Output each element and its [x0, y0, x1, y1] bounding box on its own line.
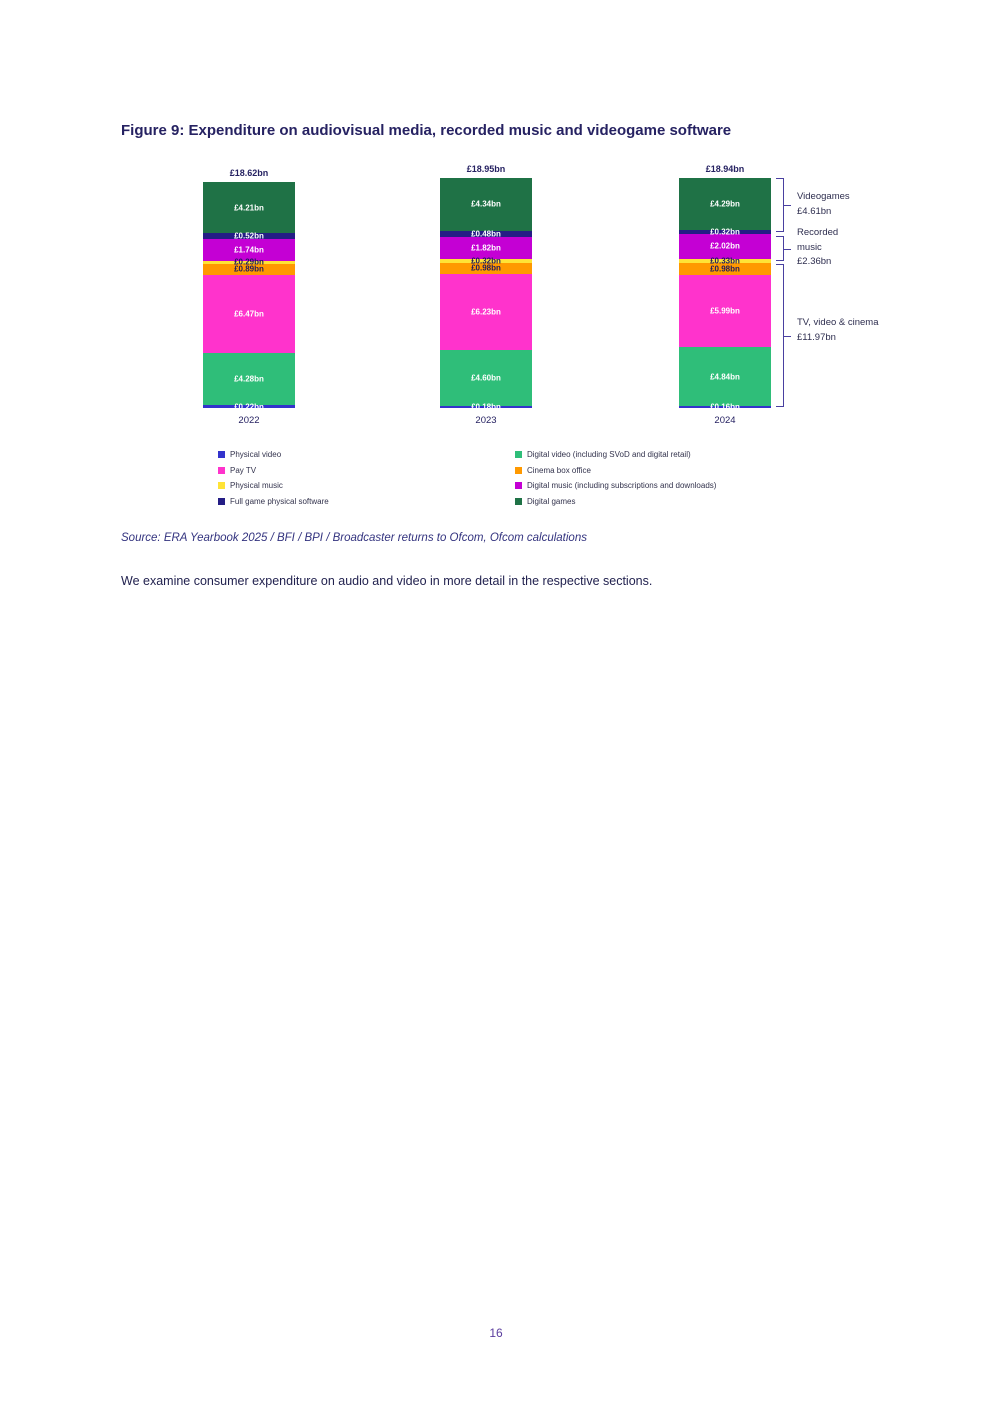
page-number: 16 — [489, 1326, 503, 1340]
bar-stack: £0.22bn £4.28bn £6.47bn £0.89bn £0.29bn £1.74… — [203, 182, 295, 411]
segment-value-label: £4.60bn — [471, 373, 501, 383]
annotation-label: Videogames — [797, 191, 850, 202]
legend-label: Physical video — [230, 450, 282, 460]
segment-value-label: £1.82bn — [471, 243, 501, 253]
segment-value-label: £5.99bn — [710, 306, 740, 316]
annotation-label: TV, video & cinema — [797, 317, 879, 328]
segment-value-label: £0.89bn — [234, 264, 264, 274]
bar-total-label: £18.62bn — [229, 168, 269, 179]
bar-column-2024: £18.94bn £0.16bn £4.84bn £5.99bn £0.98bn £0.3… — [679, 164, 771, 430]
bar-segment: £0.48bn — [440, 229, 532, 238]
body-paragraph: We examine consumer expenditure on audio… — [121, 574, 653, 588]
segment-value-label: £4.29bn — [710, 199, 740, 209]
bar-segment: £1.74bn — [203, 239, 295, 261]
bar-segment: £0.98bn — [679, 262, 771, 275]
bar-segment: £0.33bn — [679, 256, 771, 265]
bar-total-label: £18.94bn — [705, 164, 745, 175]
x-axis-year-label: 2023 — [475, 415, 497, 426]
x-axis-year-label: 2022 — [238, 415, 260, 426]
legend-label: Physical music — [230, 481, 283, 491]
bar-segment: £6.47bn — [203, 274, 295, 354]
segment-value-label: £1.74bn — [234, 245, 264, 255]
bar-segment: £4.34bn — [440, 178, 532, 231]
videogames-bracket — [776, 178, 791, 232]
segment-value-label: £4.21bn — [234, 203, 264, 213]
legend-item: Pay TV — [218, 463, 508, 479]
legend-item: Cinema box office — [515, 463, 845, 479]
tv-video-cinema-annotation: TV, video & cinema £11.97bn — [797, 316, 879, 345]
legend-left: Physical video Pay TV Physical music Full g… — [218, 447, 508, 509]
legend-item: Full game physical software — [218, 494, 508, 510]
bar-stack: £0.16bn £4.84bn £5.99bn £0.98bn £0.33bn £2.02… — [679, 178, 771, 412]
x-axis-year-label: 2024 — [714, 415, 736, 426]
annotation-label: Recorded music — [797, 227, 839, 253]
legend-right: Digital video (including SVoD and digita… — [515, 447, 845, 509]
segment-value-label: £6.23bn — [471, 307, 501, 317]
segment-value-label: £6.47bn — [234, 309, 264, 319]
stacked-bar-chart: £18.62bn £0.22bn £4.28bn £6.47bn £0.89bn £0.2… — [0, 150, 992, 430]
bar-stack: £0.18bn £4.60bn £6.23bn £0.98bn £0.32bn £1.82… — [440, 178, 532, 411]
legend-swatch — [515, 482, 522, 490]
legend-label: Cinema box office — [527, 465, 591, 475]
bar-segment: £0.29bn — [203, 258, 295, 267]
legend-item: Digital games — [515, 494, 845, 510]
legend-swatch — [515, 451, 522, 459]
bar-segment: £4.21bn — [203, 182, 295, 234]
bar-segment: £1.82bn — [440, 236, 532, 259]
legend-item: Physical music — [218, 478, 508, 494]
recorded-music-bracket — [776, 236, 791, 261]
bar-segment: £0.98bn — [440, 262, 532, 275]
bar-segment: £0.32bn — [440, 256, 532, 265]
legend-label: Digital video (including SVoD and digita… — [527, 450, 691, 460]
segment-value-label: £0.98bn — [710, 264, 740, 274]
bar-segment: £4.60bn — [440, 350, 532, 406]
recorded-music-annotation: Recorded music £2.36bn — [797, 226, 855, 270]
tv-video-cinema-bracket — [776, 264, 791, 407]
annotation-value: £11.97bn — [797, 331, 836, 343]
legend-item: Digital music (including subscriptions a… — [515, 478, 845, 494]
legend-label: Pay TV — [230, 465, 257, 475]
legend-swatch — [515, 466, 522, 474]
bar-total-label: £18.95bn — [466, 164, 506, 175]
bar-column-2023: £18.95bn £0.18bn £4.60bn £6.23bn £0.98bn £0.3… — [440, 164, 532, 430]
segment-value-label: £2.02bn — [710, 241, 740, 251]
annotation-value: £2.36bn — [797, 256, 832, 267]
legend-item: Physical video — [218, 447, 508, 463]
segment-value-label: £4.28bn — [234, 374, 264, 384]
bar-segment: £0.18bn — [440, 402, 532, 411]
bar-segment: £0.52bn — [203, 232, 295, 241]
legend-label: Digital music (including subscriptions a… — [527, 481, 717, 491]
bar-segment: £5.99bn — [679, 274, 771, 348]
legend-swatch — [515, 497, 522, 505]
legend-swatch — [218, 482, 225, 490]
legend-item: Digital video (including SVoD and digita… — [515, 447, 845, 463]
videogames-annotation: Videogames £4.61bn — [797, 190, 882, 219]
source-line: Source: ERA Yearbook 2025 / BFI / BPI / … — [121, 532, 587, 544]
segment-value-label: £4.34bn — [471, 199, 501, 209]
legend-swatch — [218, 497, 225, 505]
bar-segment: £0.89bn — [203, 264, 295, 275]
annotation-value: £4.61bn — [797, 205, 832, 217]
legend-label: Digital games — [527, 496, 576, 506]
bar-segment: £4.28bn — [203, 353, 295, 406]
segment-value-label: £0.98bn — [471, 263, 501, 273]
segment-value-label: £4.84bn — [710, 372, 740, 382]
bar-segment: £4.29bn — [679, 178, 771, 231]
figure-title: Figure 9: Expenditure on audiovisual med… — [121, 122, 732, 139]
bar-segment: £2.02bn — [679, 234, 771, 259]
legend-label: Full game physical software — [230, 496, 329, 506]
bar-segment: £0.32bn — [679, 228, 771, 237]
bar-segment: £0.16bn — [679, 403, 771, 412]
bar-segment: £6.23bn — [440, 274, 532, 351]
bar-segment: £0.22bn — [203, 402, 295, 411]
bar-column-2022: £18.62bn £0.22bn £4.28bn £6.47bn £0.89bn £0.2… — [203, 168, 295, 430]
legend-swatch — [218, 451, 225, 459]
legend-swatch — [218, 466, 225, 474]
bar-segment: £4.84bn — [679, 347, 771, 407]
